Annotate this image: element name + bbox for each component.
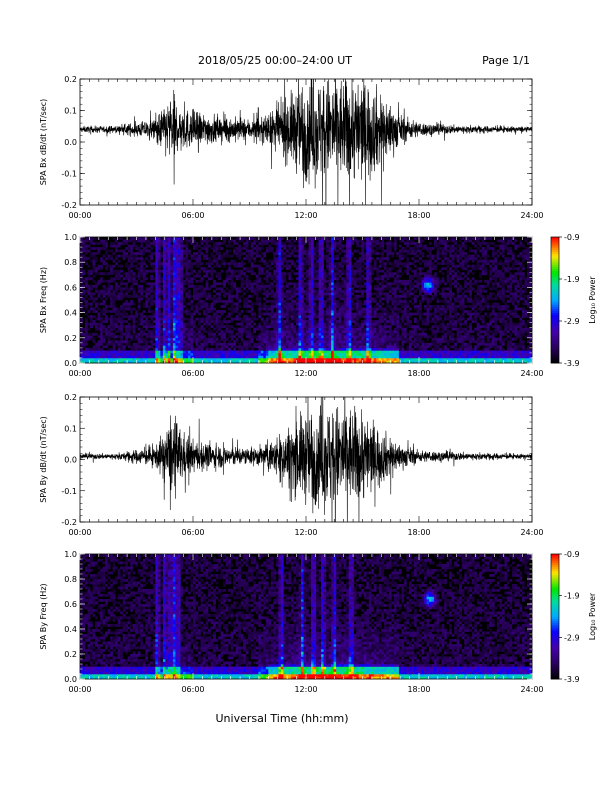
x-tick-label: 12:00	[294, 369, 317, 378]
y-tick-label: 0.1	[64, 424, 77, 433]
page-indicator: Page 1/1	[482, 54, 530, 67]
x-tick-label: 24:00	[520, 528, 543, 537]
x-tick-label: 18:00	[407, 528, 430, 537]
y-tick-label: 0.0	[64, 675, 77, 684]
y-axis-label: SPA By Freq (Hz)	[39, 583, 48, 649]
x-tick-label: 06:00	[181, 369, 204, 378]
y-tick-label: 0.2	[64, 393, 77, 402]
panel-2: -0.9 -1.9 -2.9 -3.9 Log₁₀ Power 00:00 06:00 12:…	[39, 233, 597, 378]
y-tick-label: 0.8	[64, 575, 77, 584]
y-axis-label: SPA By dB/dt (nT/sec)	[39, 416, 48, 503]
y-tick-label: 0.8	[64, 258, 77, 267]
y-tick-label: 0.0	[64, 359, 77, 368]
x-tick-label: 12:00	[294, 685, 317, 694]
y-axis-label: SPA Bx Freq (Hz)	[39, 267, 48, 333]
y-tick-label: 0.2	[64, 650, 77, 659]
y-tick-label: -0.2	[61, 201, 77, 210]
x-tick-label: 18:00	[407, 369, 430, 378]
x-tick-label: 12:00	[294, 528, 317, 537]
x-tick-label: 24:00	[520, 211, 543, 220]
x-tick-label: 06:00	[181, 685, 204, 694]
y-tick-label: 0.4	[64, 309, 77, 318]
y-tick-label: 1.0	[64, 233, 77, 242]
y-tick-label: 0.6	[64, 600, 77, 609]
spectrogram-cells	[80, 554, 532, 679]
colorbar-tick-label: -0.9	[564, 550, 580, 559]
x-tick-label: 18:00	[407, 211, 430, 220]
y-tick-label: 0.2	[64, 334, 77, 343]
colorbar-tick-label: -0.9	[564, 233, 580, 242]
panels: 00:00 06:00 12:00 18:00 24:00 0.2 0.1 0.0 -0.1 -0…	[39, 2, 597, 694]
x-axis-label: Universal Time (hh:mm)	[216, 712, 349, 725]
colorbar-tick-label: -2.9	[564, 633, 580, 642]
y-tick-label: 0.4	[64, 625, 77, 634]
colorbar-tick-label: -3.9	[564, 675, 580, 684]
x-tick-label: 00:00	[68, 211, 91, 220]
y-tick-label: 0.2	[64, 75, 77, 84]
y-tick-label: 0.0	[64, 456, 77, 465]
x-tick-label: 18:00	[407, 685, 430, 694]
colorbar-tick-label: -1.9	[564, 592, 580, 601]
colorbar-tick-label: -1.9	[564, 275, 580, 284]
colorbar-label: Log₁₀ Power	[588, 276, 597, 324]
x-tick-label: 00:00	[68, 685, 91, 694]
colorbar: -0.9 -1.9 -2.9 -3.9 Log₁₀ Power	[551, 233, 597, 368]
x-tick-label: 06:00	[181, 528, 204, 537]
figure-title: 2018/05/25 00:00–24:00 UT	[198, 54, 352, 67]
colorbar-tick-label: -2.9	[564, 317, 580, 326]
x-tick-label: 24:00	[520, 369, 543, 378]
panel-3: 00:00 06:00 12:00 18:00 24:00 0.2 0.1 0.0 -0.1 -0…	[39, 332, 544, 587]
y-tick-label: -0.1	[61, 487, 77, 496]
colorbar-tick-label: -3.9	[564, 359, 580, 368]
x-tick-label: 00:00	[68, 369, 91, 378]
colorbar-label: Log₁₀ Power	[588, 592, 597, 640]
x-tick-label: 24:00	[520, 685, 543, 694]
y-tick-label: 0.0	[64, 138, 77, 147]
x-tick-label: 12:00	[294, 211, 317, 220]
y-axis-label: SPA Bx dB/dt (nT/sec)	[39, 99, 48, 186]
panel-1: 00:00 06:00 12:00 18:00 24:00 0.2 0.1 0.0 -0.1 -0…	[39, 2, 544, 261]
y-tick-label: -0.1	[61, 170, 77, 179]
y-tick-label: 0.6	[64, 283, 77, 292]
y-tick-label: 1.0	[64, 550, 77, 559]
x-tick-label: 00:00	[68, 528, 91, 537]
y-tick-label: -0.2	[61, 518, 77, 527]
spectrogram-cells	[80, 237, 532, 363]
panel-4: -0.9 -1.9 -2.9 -3.9 Log₁₀ Power 00:00 06:00 12:…	[39, 550, 597, 694]
plot-background	[80, 79, 532, 205]
colorbar: -0.9 -1.9 -2.9 -3.9 Log₁₀ Power	[551, 550, 597, 684]
x-tick-label: 06:00	[181, 211, 204, 220]
y-tick-label: 0.1	[64, 107, 77, 116]
